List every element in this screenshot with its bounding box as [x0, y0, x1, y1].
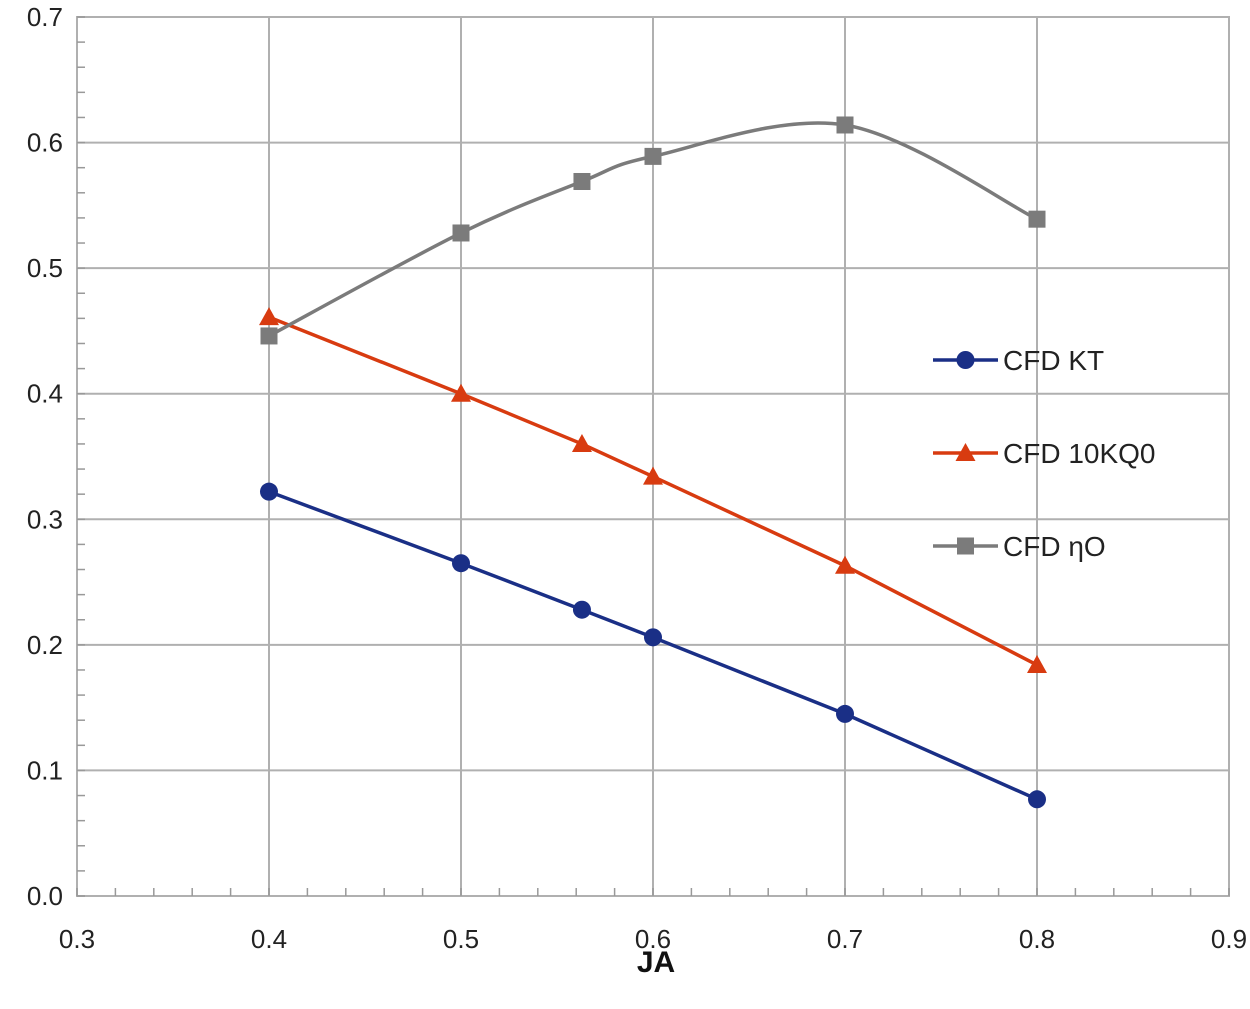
series-layer	[259, 116, 1047, 809]
x-tick-label: 0.6	[635, 924, 671, 954]
series-2-marker	[644, 147, 662, 165]
x-tick-label: 0.5	[443, 924, 479, 954]
axes-layer: 0.3 0.4 0.5 0.6 0.7 0.8 0.9 0.0 0.1 0.2 0.3 0.4 0.5 0…	[27, 2, 1247, 954]
x-tick-label: 0.7	[827, 924, 863, 954]
series-0-marker	[836, 704, 854, 723]
y-tick-label: 0.0	[27, 881, 63, 911]
series-2-marker	[1028, 210, 1046, 228]
x-tick-label: 0.8	[1019, 924, 1055, 954]
y-tick-label: 0.5	[27, 253, 63, 283]
series-0-marker	[1028, 790, 1046, 809]
series-0-marker	[644, 628, 662, 647]
series-1-marker	[259, 307, 279, 326]
x-tick-label: 0.4	[251, 924, 287, 954]
legend-label-1: CFD 10KQ0	[1003, 438, 1156, 469]
series-1-marker	[643, 466, 663, 485]
legend-label-0: CFD KT	[1003, 345, 1104, 376]
y-tick-label: 0.2	[27, 630, 63, 660]
legend-label-2: CFD ηO	[1003, 531, 1106, 562]
y-tick-label: 0.7	[27, 2, 63, 32]
series-2-marker	[260, 327, 278, 345]
x-tick-label: 0.9	[1211, 924, 1247, 954]
y-tick-label: 0.1	[27, 755, 63, 785]
y-tick-label: 0.6	[27, 128, 63, 158]
series-line-1	[268, 315, 1038, 667]
series-line-2	[268, 121, 1038, 338]
legend-marker-0	[956, 351, 975, 369]
series-1-marker	[835, 555, 855, 574]
series-2-marker	[452, 224, 470, 242]
series-line-0	[268, 490, 1038, 801]
y-tick-label: 0.4	[27, 379, 63, 409]
series-1-marker	[1027, 654, 1047, 673]
y-tick-label: 0.3	[27, 504, 63, 534]
series-2-marker	[573, 172, 591, 190]
legend-marker-2	[957, 537, 974, 555]
legend-marker-1	[955, 443, 976, 461]
x-tick-label: 0.3	[59, 924, 95, 954]
series-0-marker	[452, 554, 470, 573]
series-1-marker	[451, 383, 471, 402]
legend-layer: CFD KT CFD 10KQ0 CFD ηO	[933, 345, 1156, 562]
x-axis-title: JA	[637, 946, 675, 979]
series-0-marker	[260, 482, 278, 501]
series-1-marker	[571, 433, 592, 452]
series-0-marker	[572, 600, 591, 619]
series-2-marker	[836, 116, 854, 134]
